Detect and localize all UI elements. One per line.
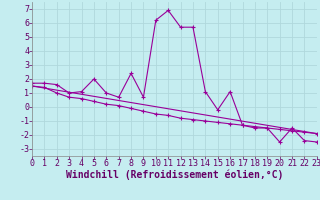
X-axis label: Windchill (Refroidissement éolien,°C): Windchill (Refroidissement éolien,°C) — [66, 169, 283, 180]
